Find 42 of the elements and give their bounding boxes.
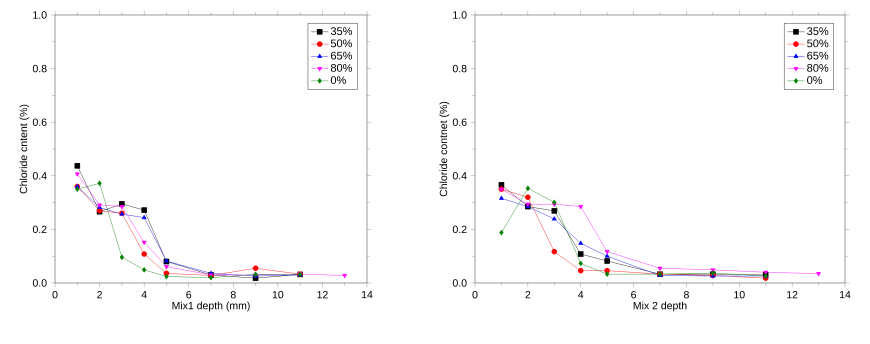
y-tick-label: 0.0 bbox=[32, 279, 47, 287]
y-tick-label: 0.6 bbox=[32, 118, 47, 126]
x-tick-label: 4 bbox=[141, 290, 147, 298]
y-tick-label: 1.0 bbox=[33, 11, 47, 19]
x-tick-label: 4 bbox=[578, 290, 584, 298]
y-tick-label: 0.8 bbox=[452, 64, 467, 72]
y-axis-title: Chloride contnet (%) bbox=[439, 102, 450, 196]
legend-label: 50% bbox=[807, 40, 828, 48]
legend-label: 35% bbox=[330, 27, 352, 36]
y-tick-label: 0.8 bbox=[32, 64, 47, 72]
y-tick-label: 0.6 bbox=[452, 118, 467, 126]
legend-label: 80% bbox=[807, 64, 828, 72]
x-axis-title: Mix1 depth (mm) bbox=[172, 302, 250, 312]
legend-label: 0% bbox=[330, 76, 346, 84]
y-tick-label: 0.0 bbox=[452, 279, 467, 287]
x-tick-label: 6 bbox=[186, 290, 192, 298]
x-axis-title: Mix 2 depth bbox=[634, 302, 686, 312]
y-tick-label: 1.0 bbox=[453, 11, 467, 19]
x-tick-label: 2 bbox=[97, 290, 102, 298]
x-tick-label: 6 bbox=[631, 290, 636, 298]
legend-label: 0% bbox=[807, 76, 822, 84]
x-tick-label: 0 bbox=[52, 290, 58, 298]
x-tick-label: 14 bbox=[362, 290, 373, 298]
x-tick-label: 12 bbox=[787, 290, 798, 298]
x-tick-label: 12 bbox=[317, 290, 328, 298]
x-tick-label: 8 bbox=[230, 290, 236, 298]
x-tick-label: 0 bbox=[472, 290, 478, 298]
y-tick-label: 0.2 bbox=[32, 226, 47, 234]
legend-label: 65% bbox=[807, 52, 828, 60]
y-tick-label: 0.4 bbox=[32, 172, 47, 180]
legend-label: 80% bbox=[330, 64, 352, 72]
x-tick-label: 14 bbox=[840, 290, 851, 298]
y-tick-label: 0.4 bbox=[452, 172, 467, 180]
x-tick-label: 8 bbox=[684, 290, 689, 298]
x-tick-label: 2 bbox=[525, 290, 530, 298]
legend-label: 50% bbox=[330, 40, 352, 48]
y-axis-title: Chloride cntent (%) bbox=[19, 104, 30, 194]
legend-label: 35% bbox=[807, 27, 828, 36]
x-tick-label: 10 bbox=[272, 290, 284, 298]
y-tick-label: 0.2 bbox=[452, 226, 466, 234]
legend-label: 65% bbox=[330, 52, 352, 60]
x-tick-label: 10 bbox=[734, 290, 745, 298]
